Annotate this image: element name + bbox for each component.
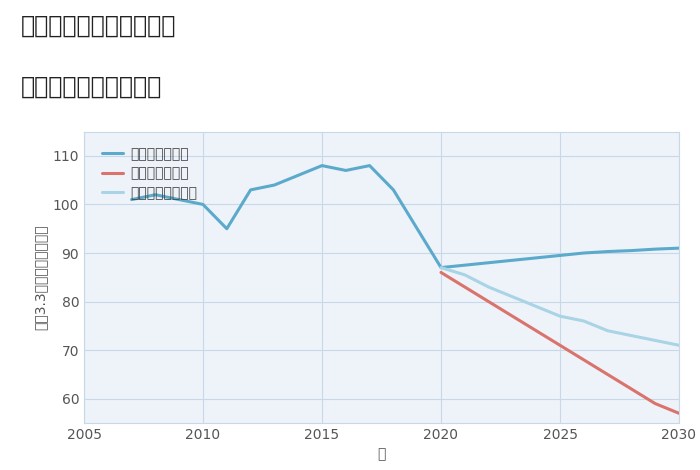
グッドシナリオ xyxy=(532,255,540,261)
Text: 中古戸建ての価格推移: 中古戸建ての価格推移 xyxy=(21,75,162,99)
バッドシナリオ xyxy=(437,270,445,275)
グッドシナリオ xyxy=(294,172,302,178)
ノーマルシナリオ xyxy=(461,272,469,278)
X-axis label: 年: 年 xyxy=(377,447,386,462)
ノーマルシナリオ xyxy=(627,333,636,338)
Line: グッドシナリオ: グッドシナリオ xyxy=(132,165,679,267)
バッドシナリオ xyxy=(484,299,493,305)
ノーマルシナリオ xyxy=(437,265,445,270)
グッドシナリオ xyxy=(461,262,469,268)
グッドシナリオ xyxy=(270,182,279,188)
グッドシナリオ xyxy=(508,258,517,263)
グッドシナリオ xyxy=(437,265,445,270)
グッドシナリオ xyxy=(580,250,588,256)
ノーマルシナリオ xyxy=(675,343,683,348)
グッドシナリオ xyxy=(389,187,398,193)
グッドシナリオ xyxy=(199,202,207,207)
バッドシナリオ xyxy=(508,313,517,319)
ノーマルシナリオ xyxy=(580,318,588,324)
バッドシナリオ xyxy=(556,343,564,348)
グッドシナリオ xyxy=(651,246,659,252)
ノーマルシナリオ xyxy=(532,304,540,309)
ノーマルシナリオ xyxy=(484,284,493,290)
グッドシナリオ xyxy=(223,226,231,232)
Legend: グッドシナリオ, バッドシナリオ, ノーマルシナリオ: グッドシナリオ, バッドシナリオ, ノーマルシナリオ xyxy=(97,141,203,206)
グッドシナリオ xyxy=(127,197,136,203)
バッドシナリオ xyxy=(580,357,588,363)
ノーマルシナリオ xyxy=(651,337,659,343)
グッドシナリオ xyxy=(246,187,255,193)
バッドシナリオ xyxy=(532,328,540,334)
グッドシナリオ xyxy=(342,168,350,173)
ノーマルシナリオ xyxy=(508,294,517,299)
グッドシナリオ xyxy=(175,197,183,203)
グッドシナリオ xyxy=(318,163,326,168)
グッドシナリオ xyxy=(151,192,160,197)
バッドシナリオ xyxy=(675,410,683,416)
バッドシナリオ xyxy=(461,284,469,290)
グッドシナリオ xyxy=(365,163,374,168)
グッドシナリオ xyxy=(556,253,564,258)
バッドシナリオ xyxy=(627,386,636,392)
ノーマルシナリオ xyxy=(556,313,564,319)
グッドシナリオ xyxy=(675,245,683,251)
Text: 福岡県中間市上底井野の: 福岡県中間市上底井野の xyxy=(21,14,176,38)
バッドシナリオ xyxy=(603,372,612,377)
ノーマルシナリオ xyxy=(603,328,612,334)
グッドシナリオ xyxy=(413,226,421,232)
グッドシナリオ xyxy=(484,260,493,266)
グッドシナリオ xyxy=(627,248,636,253)
バッドシナリオ xyxy=(651,401,659,407)
Y-axis label: 坪（3.3㎡）単価（万円）: 坪（3.3㎡）単価（万円） xyxy=(33,225,47,330)
Line: ノーマルシナリオ: ノーマルシナリオ xyxy=(441,267,679,345)
Line: バッドシナリオ: バッドシナリオ xyxy=(441,273,679,413)
グッドシナリオ xyxy=(603,249,612,254)
